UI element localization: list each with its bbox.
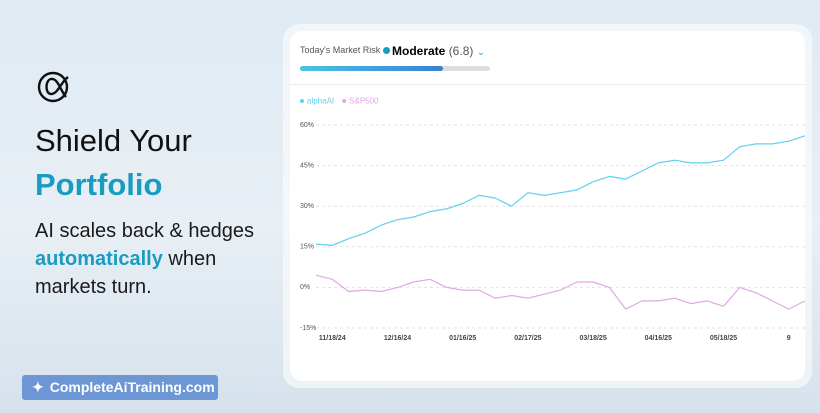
x-tick-label: 02/17/25 [514, 335, 541, 342]
risk-label: Today's Market Risk [300, 45, 390, 55]
line-series [315, 274, 806, 310]
y-tick-label: 45% [300, 162, 314, 169]
y-tick-label: 0% [300, 284, 310, 291]
x-tick-label: 03/18/25 [579, 335, 606, 342]
risk-level: Moderate [392, 44, 446, 58]
risk-value: Moderate (6.8) ⌄ [392, 44, 486, 58]
risk-bar-fill [300, 66, 443, 71]
x-tick-label: 11/18/24 [319, 335, 346, 342]
brand-badge[interactable]: ✦ CompleteAiTraining.com [22, 375, 218, 400]
subtitle: AI scales back & hedges [35, 220, 255, 242]
title-highlight: Portfolio [35, 167, 163, 202]
logo [37, 71, 69, 103]
risk-bar [300, 66, 490, 71]
subtitle: when [168, 248, 217, 270]
title-line: Shield Your [35, 123, 192, 158]
x-tick-label: 01/16/25 [449, 335, 476, 342]
x-tick-label: 12/16/24 [384, 335, 411, 342]
y-tick-label: 60% [300, 122, 314, 129]
brand-label: CompleteAiTraining.com [49, 379, 215, 395]
subtitle: automatically when [35, 248, 216, 271]
subtitle-highlight: automatically [35, 248, 163, 270]
line-series [315, 135, 806, 246]
x-tick-label: 9 [787, 335, 791, 342]
legend-label: alphaAI [307, 97, 334, 106]
risk-label-text: Today's Market Risk [300, 45, 381, 55]
y-tick-label: 30% [300, 203, 314, 210]
subtitle: markets turn. [35, 276, 152, 298]
x-tick-label: 05/18/25 [710, 335, 737, 342]
legend-label: S&P500 [349, 97, 379, 106]
legend-swatch [342, 99, 347, 103]
x-tick-label: 04/16/25 [645, 335, 672, 342]
y-tick-label: -15% [300, 325, 316, 332]
divider [290, 84, 805, 85]
y-tick-label: 15% [300, 244, 314, 251]
legend-swatch [300, 99, 304, 103]
risk-score: (6.8) [448, 44, 474, 58]
